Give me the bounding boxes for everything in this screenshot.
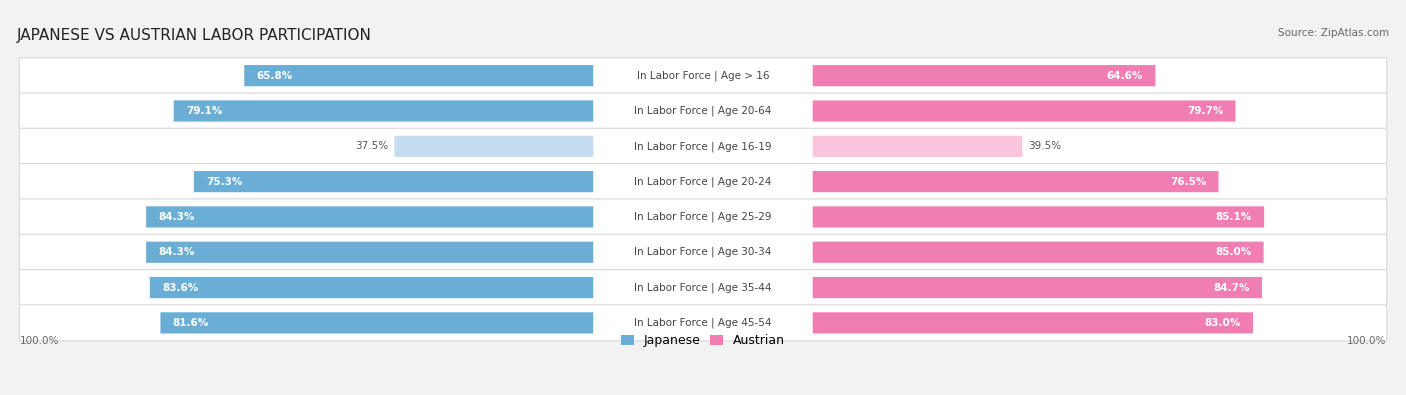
FancyBboxPatch shape (245, 65, 593, 86)
Text: 37.5%: 37.5% (356, 141, 388, 151)
FancyBboxPatch shape (20, 58, 1386, 94)
FancyBboxPatch shape (194, 171, 593, 192)
FancyBboxPatch shape (20, 164, 1386, 199)
Text: 85.0%: 85.0% (1215, 247, 1251, 257)
FancyBboxPatch shape (813, 136, 1022, 157)
Text: Source: ZipAtlas.com: Source: ZipAtlas.com (1278, 28, 1389, 38)
Text: 75.3%: 75.3% (207, 177, 242, 186)
Text: 84.3%: 84.3% (159, 212, 194, 222)
Text: In Labor Force | Age 35-44: In Labor Force | Age 35-44 (634, 282, 772, 293)
Text: 83.0%: 83.0% (1205, 318, 1241, 328)
Text: In Labor Force | Age 16-19: In Labor Force | Age 16-19 (634, 141, 772, 152)
Text: 65.8%: 65.8% (256, 71, 292, 81)
Text: 83.6%: 83.6% (162, 282, 198, 293)
FancyBboxPatch shape (394, 136, 593, 157)
Text: 79.7%: 79.7% (1187, 106, 1223, 116)
Text: 64.6%: 64.6% (1107, 71, 1143, 81)
FancyBboxPatch shape (20, 234, 1386, 270)
Text: 100.0%: 100.0% (1347, 336, 1386, 346)
FancyBboxPatch shape (20, 93, 1386, 129)
Text: 85.1%: 85.1% (1216, 212, 1251, 222)
FancyBboxPatch shape (813, 171, 1219, 192)
FancyBboxPatch shape (150, 277, 593, 298)
Text: 84.3%: 84.3% (159, 247, 194, 257)
Text: In Labor Force | Age 20-64: In Labor Force | Age 20-64 (634, 106, 772, 116)
FancyBboxPatch shape (813, 277, 1263, 298)
Text: In Labor Force | Age > 16: In Labor Force | Age > 16 (637, 70, 769, 81)
Text: In Labor Force | Age 45-54: In Labor Force | Age 45-54 (634, 318, 772, 328)
Text: In Labor Force | Age 25-29: In Labor Force | Age 25-29 (634, 212, 772, 222)
FancyBboxPatch shape (813, 206, 1264, 228)
FancyBboxPatch shape (813, 242, 1264, 263)
FancyBboxPatch shape (20, 305, 1386, 341)
FancyBboxPatch shape (20, 199, 1386, 235)
Text: 76.5%: 76.5% (1170, 177, 1206, 186)
FancyBboxPatch shape (813, 65, 1156, 86)
Legend: Japanese, Austrian: Japanese, Austrian (621, 334, 785, 347)
FancyBboxPatch shape (20, 128, 1386, 164)
FancyBboxPatch shape (813, 312, 1253, 333)
Text: 79.1%: 79.1% (186, 106, 222, 116)
FancyBboxPatch shape (813, 100, 1236, 122)
Text: 39.5%: 39.5% (1028, 141, 1062, 151)
Text: In Labor Force | Age 20-24: In Labor Force | Age 20-24 (634, 176, 772, 187)
Text: 81.6%: 81.6% (173, 318, 209, 328)
Text: 84.7%: 84.7% (1213, 282, 1250, 293)
FancyBboxPatch shape (146, 242, 593, 263)
Text: 100.0%: 100.0% (20, 336, 59, 346)
FancyBboxPatch shape (146, 206, 593, 228)
FancyBboxPatch shape (20, 269, 1386, 306)
FancyBboxPatch shape (174, 100, 593, 122)
FancyBboxPatch shape (160, 312, 593, 333)
Text: In Labor Force | Age 30-34: In Labor Force | Age 30-34 (634, 247, 772, 258)
Text: JAPANESE VS AUSTRIAN LABOR PARTICIPATION: JAPANESE VS AUSTRIAN LABOR PARTICIPATION (17, 28, 371, 43)
